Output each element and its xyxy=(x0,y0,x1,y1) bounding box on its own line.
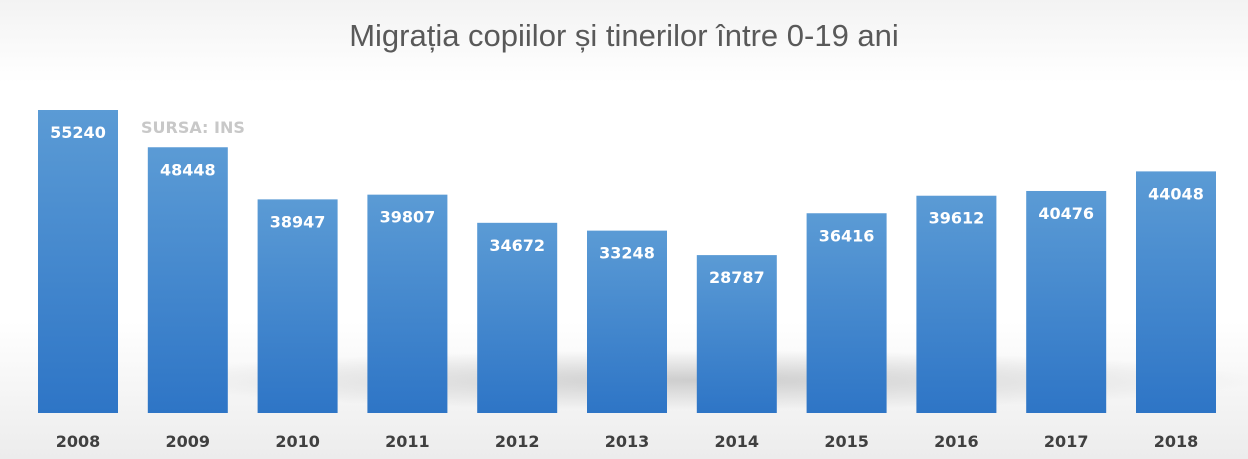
bars-layer xyxy=(38,110,1216,413)
data-label-2017: 40476 xyxy=(1038,204,1094,223)
x-tick-label-2011: 2011 xyxy=(385,432,430,451)
data-label-2010: 38947 xyxy=(270,212,326,231)
bar-2015 xyxy=(806,213,887,413)
x-tick-label-2018: 2018 xyxy=(1154,432,1199,451)
bar-2014 xyxy=(696,255,777,413)
x-tick-label-2016: 2016 xyxy=(934,432,979,451)
bar-2018 xyxy=(1136,171,1216,413)
x-tick-label-2012: 2012 xyxy=(495,432,540,451)
data-label-2011: 39807 xyxy=(380,208,436,227)
x-tick-label-2017: 2017 xyxy=(1044,432,1089,451)
data-label-2009: 48448 xyxy=(160,160,216,179)
x-tick-label-2010: 2010 xyxy=(275,432,320,451)
x-tick-label-2015: 2015 xyxy=(824,432,869,451)
chart-title: Migrația copiilor și tinerilor între 0-1… xyxy=(349,18,899,53)
x-tick-label-2009: 2009 xyxy=(166,432,211,451)
bar-2010 xyxy=(257,199,338,413)
x-tick-label-2008: 2008 xyxy=(56,432,101,451)
bar-2013 xyxy=(587,230,667,413)
bar-2012 xyxy=(477,222,558,413)
data-label-2015: 36416 xyxy=(819,226,875,245)
data-label-2013: 33248 xyxy=(599,244,655,263)
data-label-2012: 34672 xyxy=(489,236,545,255)
x-tick-label-2014: 2014 xyxy=(715,432,760,451)
bar-2017 xyxy=(1026,190,1107,413)
data-label-2018: 44048 xyxy=(1148,184,1204,203)
bar-2016 xyxy=(916,195,997,413)
source-annotation: SURSA: INS xyxy=(141,118,245,137)
data-label-2014: 28787 xyxy=(709,268,765,287)
data-label-2008: 55240 xyxy=(50,123,106,142)
labels-layer: 55240 2008 48448 2009 38947 2010 39807 2011 3467… xyxy=(50,123,1204,451)
bar-2011 xyxy=(367,194,448,413)
bar-2009 xyxy=(147,147,228,413)
bar-2008 xyxy=(38,110,118,413)
x-tick-label-2013: 2013 xyxy=(605,432,650,451)
data-label-2016: 39612 xyxy=(929,209,985,228)
